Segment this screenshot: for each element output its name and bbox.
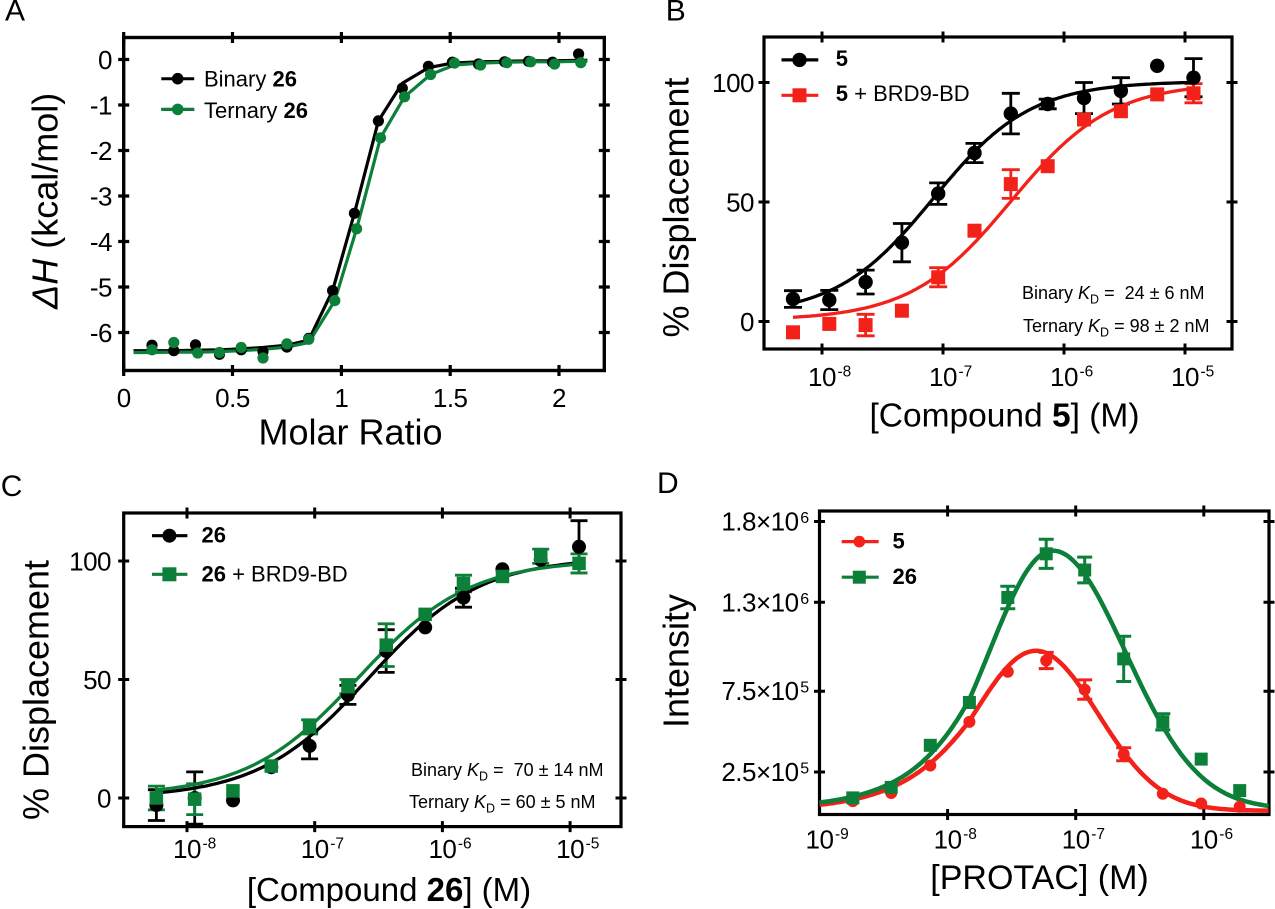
svg-text:-7: -7 (330, 836, 344, 853)
svg-text:0.5: 0.5 (215, 383, 250, 413)
svg-text:% Displacement: % Displacement (656, 77, 697, 337)
svg-text:-6: -6 (1080, 364, 1094, 381)
svg-text:-6: -6 (1219, 826, 1233, 843)
svg-text:26 + BRD9-BD: 26 + BRD9-BD (202, 561, 348, 586)
svg-text:[Compound 5] (M): [Compound 5] (M) (870, 398, 1140, 435)
svg-text:5 + BRD9-BD: 5 + BRD9-BD (836, 81, 970, 106)
svg-text:1.3×10: 1.3×10 (721, 587, 798, 617)
svg-text:-7: -7 (959, 364, 973, 381)
svg-text:5: 5 (836, 46, 848, 71)
svg-text:0: 0 (98, 45, 112, 75)
svg-text:2: 2 (552, 383, 566, 413)
svg-text:B: B (666, 0, 686, 27)
svg-text:0: 0 (117, 383, 131, 413)
svg-text:10: 10 (808, 362, 836, 392)
svg-text:-7: -7 (1091, 826, 1105, 843)
svg-text:0: 0 (97, 783, 111, 813)
svg-text:Intensity: Intensity (656, 594, 697, 728)
svg-text:-8: -8 (838, 364, 852, 381)
svg-text:10: 10 (1062, 825, 1090, 855)
svg-text:7.5×10: 7.5×10 (721, 676, 798, 706)
svg-text:1.5: 1.5 (433, 383, 468, 413)
svg-text:% Displacement: % Displacement (16, 560, 57, 820)
svg-text:5: 5 (800, 761, 809, 778)
svg-text:ΔH (kcal/mol): ΔH (kcal/mol) (25, 93, 66, 310)
svg-text:2.5×10: 2.5×10 (721, 757, 798, 787)
svg-text:-2: -2 (90, 136, 112, 166)
svg-text:100: 100 (712, 68, 754, 98)
svg-text:10: 10 (934, 825, 962, 855)
svg-text:D: D (657, 467, 679, 500)
svg-text:5: 5 (800, 680, 809, 697)
svg-text:-5: -5 (586, 836, 600, 853)
svg-text:0: 0 (740, 307, 754, 337)
svg-text:10: 10 (1050, 362, 1078, 392)
svg-text:-6: -6 (458, 836, 472, 853)
svg-text:-3: -3 (90, 181, 112, 211)
svg-text:Ternary KD = 98 ± 2 nM: Ternary KD = 98 ± 2 nM (1023, 316, 1210, 340)
svg-text:10: 10 (556, 834, 584, 864)
svg-text:-4: -4 (90, 227, 112, 257)
svg-text:-8: -8 (963, 826, 977, 843)
svg-text:Binary KD = 70 ± 14 nM: Binary KD = 70 ± 14 nM (411, 760, 604, 784)
svg-text:100: 100 (69, 546, 111, 576)
svg-text:10: 10 (1190, 825, 1218, 855)
svg-text:-1: -1 (90, 90, 112, 120)
svg-text:-5: -5 (1201, 364, 1215, 381)
svg-text:50: 50 (83, 665, 111, 695)
svg-text:26: 26 (893, 564, 917, 589)
svg-text:A: A (5, 0, 25, 28)
svg-text:10: 10 (301, 834, 329, 864)
svg-text:6: 6 (800, 591, 809, 608)
svg-text:5: 5 (893, 528, 905, 553)
svg-text:10: 10 (1171, 362, 1199, 392)
svg-text:-5: -5 (90, 272, 112, 302)
svg-text:[Compound 26] (M): [Compound 26] (M) (247, 871, 531, 908)
svg-text:26: 26 (202, 522, 226, 547)
svg-text:Binary 26: Binary 26 (204, 67, 297, 92)
svg-text:Molar Ratio: Molar Ratio (258, 412, 442, 453)
svg-text:Ternary 26: Ternary 26 (204, 98, 308, 123)
svg-text:10: 10 (173, 834, 201, 864)
svg-text:-9: -9 (835, 826, 849, 843)
svg-text:Ternary KD = 60 ± 5 nM: Ternary KD = 60 ± 5 nM (409, 792, 596, 816)
svg-text:C: C (1, 470, 23, 503)
svg-text:1: 1 (334, 383, 348, 413)
svg-text:50: 50 (726, 187, 754, 217)
svg-text:Binary KD = 24 ± 6 nM: Binary KD = 24 ± 6 nM (1022, 283, 1205, 307)
svg-text:[PROTAC] (M): [PROTAC] (M) (930, 859, 1148, 897)
svg-text:10: 10 (929, 362, 957, 392)
svg-text:10: 10 (428, 834, 456, 864)
svg-text:1.8×10: 1.8×10 (721, 507, 798, 537)
svg-text:-6: -6 (90, 318, 112, 348)
svg-text:10: 10 (806, 825, 834, 855)
svg-text:-8: -8 (203, 836, 217, 853)
svg-text:6: 6 (800, 510, 809, 527)
